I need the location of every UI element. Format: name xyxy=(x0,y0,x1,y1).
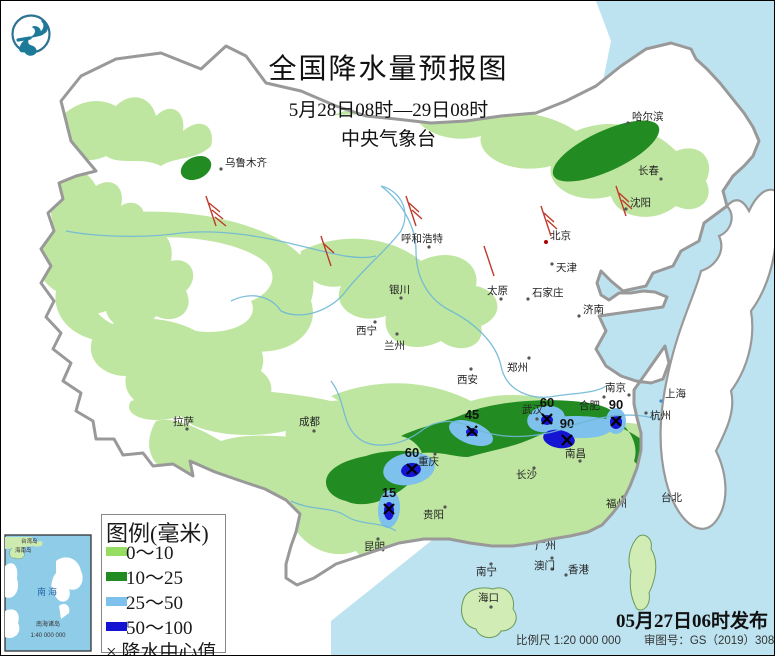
svg-text:天津: 天津 xyxy=(556,262,577,274)
svg-text:兰州: 兰州 xyxy=(384,339,405,352)
svg-text:长春: 长春 xyxy=(638,165,659,177)
svg-text:澳门: 澳门 xyxy=(534,559,555,572)
svg-text:济南: 济南 xyxy=(583,303,604,316)
svg-text:45: 45 xyxy=(465,407,479,422)
svg-text:贵阳: 贵阳 xyxy=(423,508,444,521)
svg-text:呼和浩特: 呼和浩特 xyxy=(401,233,443,245)
svg-text:台北: 台北 xyxy=(661,491,682,504)
svg-text:海南岛: 海南岛 xyxy=(15,546,32,554)
svg-text:南海: 南海 xyxy=(37,586,59,597)
svg-text:15: 15 xyxy=(382,485,396,500)
svg-text:太原: 太原 xyxy=(487,284,508,297)
svg-text:合肥: 合肥 xyxy=(579,399,600,412)
svg-text:乌鲁木齐: 乌鲁木齐 xyxy=(225,156,267,169)
svg-text:西宁: 西宁 xyxy=(356,324,377,337)
svg-text:郑州: 郑州 xyxy=(507,361,528,374)
svg-text:武汉: 武汉 xyxy=(522,403,543,416)
svg-text:海口: 海口 xyxy=(478,591,499,604)
svg-text:西安: 西安 xyxy=(457,373,478,386)
svg-text:南京: 南京 xyxy=(605,381,626,394)
svg-text:上海: 上海 xyxy=(665,387,686,400)
svg-text:成都: 成都 xyxy=(299,416,320,428)
svg-text:南海诸岛: 南海诸岛 xyxy=(36,620,60,628)
svg-text:银川: 银川 xyxy=(389,283,410,296)
svg-text:长沙: 长沙 xyxy=(516,469,537,481)
svg-text:重庆: 重庆 xyxy=(418,455,439,468)
svg-text:台湾岛: 台湾岛 xyxy=(21,537,38,545)
svg-text:石家庄: 石家庄 xyxy=(532,286,564,299)
svg-text:南昌: 南昌 xyxy=(565,447,586,460)
svg-text:1:40 000 000: 1:40 000 000 xyxy=(30,633,66,639)
svg-text:拉萨: 拉萨 xyxy=(173,415,194,428)
svg-text:沈阳: 沈阳 xyxy=(630,196,651,209)
svg-text:北京: 北京 xyxy=(550,229,571,242)
svg-text:香港: 香港 xyxy=(568,564,589,576)
svg-text:南宁: 南宁 xyxy=(476,565,497,578)
svg-text:杭州: 杭州 xyxy=(650,409,671,422)
svg-text:90: 90 xyxy=(609,397,623,412)
